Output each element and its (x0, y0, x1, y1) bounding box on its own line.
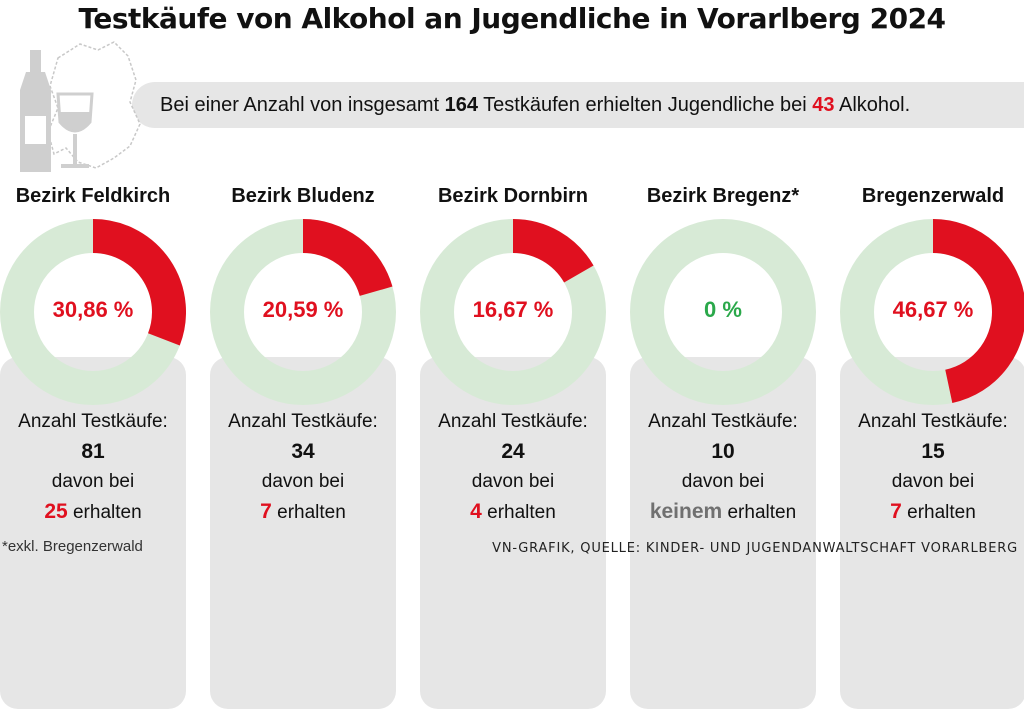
district-column: Bezirk Dornbirn 16,67 % Anzahl Testkäufe: 2… (420, 182, 606, 709)
received-count: 4 (470, 500, 482, 523)
percent-label: 0 % (704, 297, 742, 322)
donut-remainder (630, 219, 816, 405)
district-column: Bezirk Feldkirch 30,86 % Anzahl Testkäufe:… (0, 182, 186, 709)
erhalten-label: erhalten (901, 502, 976, 523)
source-credit: VN-GRAFIK, QUELLE: KINDER- UND JUGENDANW… (492, 541, 1018, 556)
wine-glass-icon (56, 92, 94, 168)
tests-label: Anzahl Testkäufe: (228, 411, 378, 432)
district-stats: Anzahl Testkäufe: 81 davon bei 25 erhalten (0, 407, 186, 528)
percent-label: 16,67 % (472, 297, 554, 322)
received-line: 25 erhalten (0, 497, 186, 528)
received-line: keinem erhalten (630, 497, 816, 528)
donut-chart (840, 219, 1024, 405)
received-count: 7 (890, 500, 902, 523)
donut-slice (932, 219, 1024, 403)
received-count: keinem (649, 500, 723, 523)
donut-slice (92, 219, 186, 346)
percent-label: 46,67 % (892, 297, 974, 322)
donut-chart (630, 219, 816, 405)
footnote: *exkl. Bregenzerwald (2, 538, 143, 555)
received-count: 7 (260, 500, 272, 523)
alcohol-count: 43 (812, 94, 835, 116)
district-name: Bezirk Dornbirn (437, 185, 589, 207)
received-line: 4 erhalten (420, 497, 606, 528)
davon-label: davon bei (261, 471, 345, 492)
tests-label: Anzahl Testkäufe: (648, 411, 798, 432)
donut-slice (302, 219, 393, 297)
tests-count: 34 (291, 440, 315, 463)
donut-chart (210, 219, 396, 405)
percent-label: 30,86 % (52, 297, 134, 322)
district-stats: Anzahl Testkäufe: 15 davon bei 7 erhalten (840, 407, 1024, 528)
percent-label: 20,59 % (262, 297, 344, 322)
district-column: Bregenzerwald 46,67 % Anzahl Testkäufe: 15 d… (840, 182, 1024, 709)
received-count: 25 (44, 500, 68, 523)
district-stats: Anzahl Testkäufe: 24 davon bei 4 erhalten (420, 407, 606, 528)
district-name: Bregenzerwald (861, 185, 1005, 207)
vorarlberg-map-icon (47, 41, 141, 169)
tests-label: Anzahl Testkäufe: (858, 411, 1008, 432)
erhalten-label: erhalten (722, 502, 797, 523)
tests-count: 24 (501, 440, 525, 463)
erhalten-label: erhalten (271, 502, 346, 523)
donut-slice (512, 219, 594, 284)
tests-count: 81 (81, 440, 105, 463)
received-line: 7 erhalten (210, 497, 396, 528)
donut-chart (0, 219, 186, 405)
district-stats: Anzahl Testkäufe: 34 davon bei 7 erhalten (210, 407, 396, 528)
tests-label: Anzahl Testkäufe: (438, 411, 588, 432)
district-name: Bezirk Bregenz* (646, 185, 800, 207)
district-name: Bezirk Bludenz (231, 185, 375, 207)
davon-label: davon bei (891, 471, 975, 492)
donut-chart (420, 219, 606, 405)
tests-label: Anzahl Testkäufe: (18, 411, 168, 432)
district-name: Bezirk Feldkirch (15, 185, 171, 207)
davon-label: davon bei (681, 471, 765, 492)
bottle-icon (20, 50, 51, 172)
chart-title: Testkäufe von Alkohol an Jugendliche in … (78, 2, 946, 35)
received-line: 7 erhalten (840, 497, 1024, 528)
district-column: Bezirk Bregenz* 0 % Anzahl Testkäufe: 10 dav… (630, 182, 816, 709)
erhalten-label: erhalten (67, 502, 142, 523)
illustration (18, 36, 168, 178)
summary-banner (132, 82, 1024, 128)
total-tests: 164 (444, 94, 478, 116)
davon-label: davon bei (471, 471, 555, 492)
district-stats: Anzahl Testkäufe: 10 davon bei keinem erhal… (630, 407, 816, 528)
tests-count: 10 (711, 440, 735, 463)
summary-text: Bei einer Anzahl von insgesamt 164 Testk… (160, 94, 911, 116)
davon-label: davon bei (51, 471, 135, 492)
tests-count: 15 (921, 440, 945, 463)
district-column: Bezirk Bludenz 20,59 % Anzahl Testkäufe: 34… (210, 182, 396, 709)
erhalten-label: erhalten (481, 502, 556, 523)
